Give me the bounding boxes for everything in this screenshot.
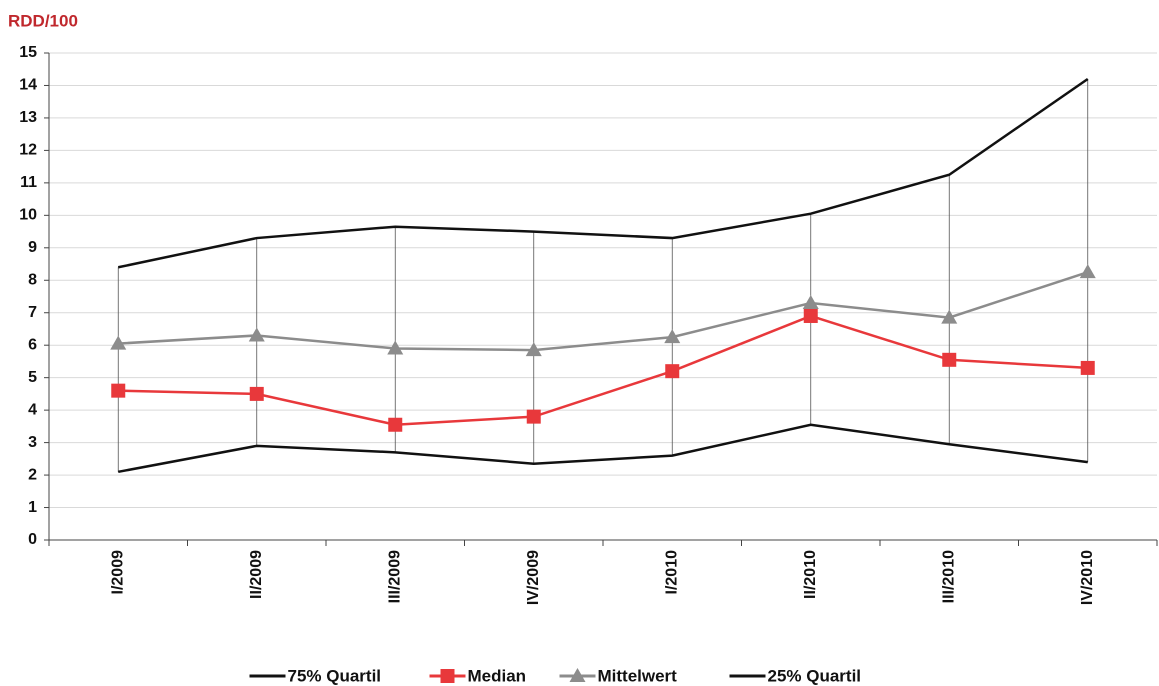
point bbox=[525, 342, 542, 357]
y-tick-label: 7 bbox=[28, 304, 37, 321]
x-tick-label: III/2010 bbox=[940, 550, 957, 603]
x-tick-label: I/2010 bbox=[663, 550, 680, 595]
series-line bbox=[118, 314, 1088, 427]
legend-label: Mittelwert bbox=[598, 666, 678, 685]
y-tick-label: 2 bbox=[28, 466, 37, 483]
x-tick-label: III/2009 bbox=[386, 550, 403, 603]
y-tick-label: 0 bbox=[28, 531, 37, 548]
series-line bbox=[117, 77, 1089, 269]
x-tick-label: II/2010 bbox=[802, 550, 819, 599]
series-line bbox=[118, 270, 1089, 352]
y-tick-label: 5 bbox=[28, 369, 37, 386]
point bbox=[665, 364, 680, 379]
point bbox=[942, 352, 957, 367]
point bbox=[1080, 360, 1095, 375]
x-tick-label: IV/2010 bbox=[1079, 550, 1096, 605]
y-tick-label: 3 bbox=[28, 434, 37, 451]
point bbox=[803, 308, 818, 323]
legend-label: 75% Quartil bbox=[288, 666, 382, 685]
point bbox=[526, 409, 541, 424]
point bbox=[387, 340, 404, 355]
y-tick-label: 4 bbox=[28, 401, 37, 418]
legend-marker bbox=[569, 668, 586, 682]
x-tick-label: II/2009 bbox=[248, 550, 265, 599]
y-tick-label: 14 bbox=[19, 77, 37, 94]
legend-label: 25% Quartil bbox=[768, 666, 862, 685]
y-tick-label: 15 bbox=[19, 44, 37, 61]
point bbox=[388, 417, 403, 432]
chart-title: RDD/100 bbox=[8, 11, 78, 30]
point bbox=[111, 383, 126, 398]
point bbox=[1079, 264, 1096, 279]
x-tick-label: IV/2009 bbox=[525, 550, 542, 605]
y-tick-label: 12 bbox=[19, 142, 37, 159]
point bbox=[110, 335, 127, 350]
y-tick-label: 13 bbox=[19, 109, 37, 126]
x-tick-label: I/2009 bbox=[109, 550, 126, 595]
legend-label: Median bbox=[468, 666, 527, 685]
point bbox=[248, 327, 265, 342]
point bbox=[664, 329, 681, 344]
y-tick-label: 1 bbox=[28, 499, 37, 516]
y-tick-label: 6 bbox=[28, 336, 37, 353]
y-tick-label: 9 bbox=[28, 239, 37, 256]
y-tick-label: 11 bbox=[20, 174, 37, 191]
series-line bbox=[118, 423, 1088, 474]
y-tick-label: 10 bbox=[19, 207, 37, 224]
point bbox=[802, 294, 819, 309]
legend-marker bbox=[440, 669, 455, 683]
point bbox=[941, 309, 958, 324]
y-tick-label: 8 bbox=[28, 271, 37, 288]
point bbox=[249, 386, 264, 401]
